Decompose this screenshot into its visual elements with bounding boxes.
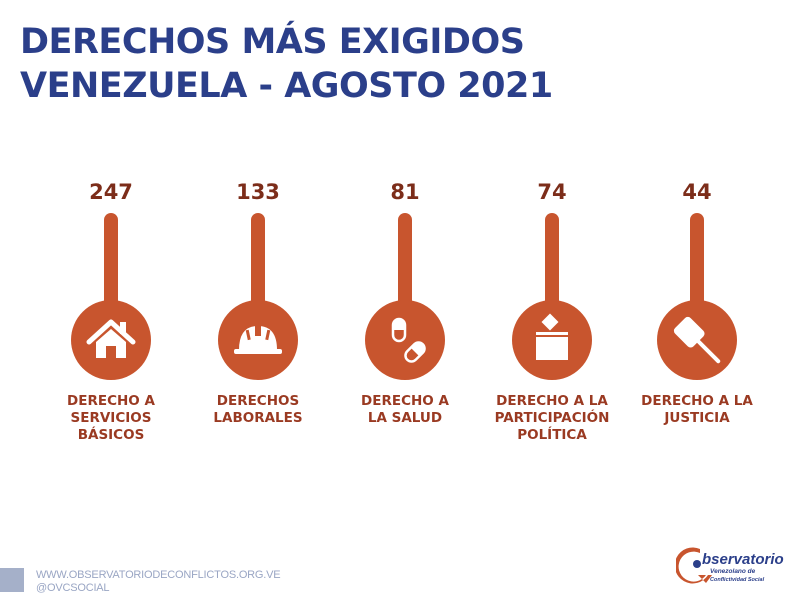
title-line-2: VENEZUELA - AGOSTO 2021: [20, 66, 553, 106]
house-icon: [86, 319, 136, 358]
category-label-line: JUSTICIA: [663, 410, 730, 426]
gavel-icon: [673, 316, 721, 364]
social-handle[interactable]: @OVCSOCIAL: [36, 582, 110, 594]
value-label: 247: [89, 180, 133, 204]
footer-square: [0, 568, 24, 592]
category-label-line: DERECHO A LA: [496, 393, 608, 409]
website-link[interactable]: WWW.OBSERVATORIODECONFLICTOS.ORG.VE: [36, 569, 281, 581]
bar-circle: [365, 300, 445, 380]
category-label: DERECHOS LABORALES: [213, 393, 302, 426]
category-label-line: SERVICIOS: [71, 410, 152, 426]
pills-icon: [391, 317, 426, 363]
category-label: DERECHO A LA JUSTICIA: [641, 393, 753, 426]
category-label-line: DERECHOS: [217, 393, 299, 409]
logo-line-3: Conflictividad Social: [710, 577, 765, 583]
category-label-line: PARTICIPACIÓN: [495, 408, 610, 426]
logo-name: bservatorio: [702, 551, 784, 568]
category-label-line: POLÍTICA: [517, 426, 587, 443]
category-label-line: DERECHO A LA: [641, 393, 753, 409]
title-line-1: DERECHOS MÁS EXIGIDOS: [20, 22, 525, 62]
category-label-line: BÁSICOS: [78, 426, 145, 443]
value-label: 44: [682, 180, 711, 204]
ballot-box-icon: [536, 313, 568, 360]
page-title: DERECHOS MÁS EXIGIDOS VENEZUELA - AGOSTO…: [20, 20, 553, 108]
logo: bservatorio Venezolano de Conflictividad…: [676, 547, 791, 587]
footer: WWW.OBSERVATORIODECONFLICTOS.ORG.VE @OVC…: [36, 569, 281, 595]
value-label: 133: [236, 180, 280, 204]
category-label-line: LA SALUD: [368, 410, 442, 426]
category-label: DERECHO A LA SALUD: [361, 393, 449, 426]
logo-mark-icon: [676, 547, 712, 584]
category-label: DERECHO A LA PARTICIPACIÓN POLÍTICA: [495, 393, 610, 443]
category-label-line: DERECHO A: [361, 393, 449, 409]
category-label-line: LABORALES: [213, 410, 302, 426]
value-label: 81: [390, 180, 419, 204]
category-label: DERECHO A SERVICIOS BÁSICOS: [67, 393, 155, 443]
category-label-line: DERECHO A: [67, 393, 155, 409]
logo-line-2: Venezolano de: [710, 568, 756, 575]
hard-hat-icon: [234, 324, 282, 354]
value-label: 74: [537, 180, 566, 204]
